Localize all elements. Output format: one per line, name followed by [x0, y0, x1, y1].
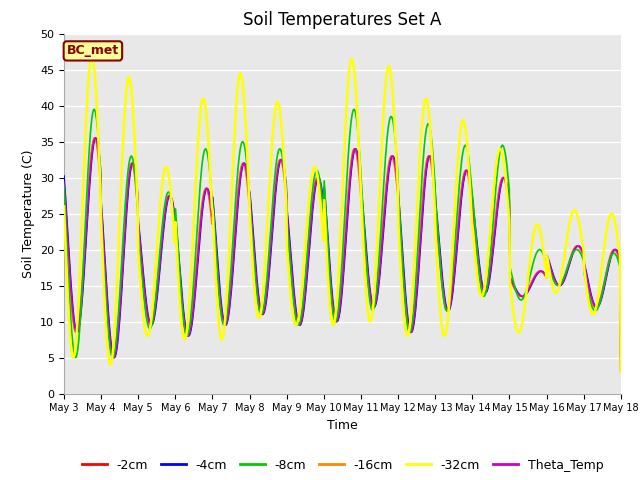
Title: Soil Temperatures Set A: Soil Temperatures Set A	[243, 11, 442, 29]
Y-axis label: Soil Temperature (C): Soil Temperature (C)	[22, 149, 35, 278]
Legend: -2cm, -4cm, -8cm, -16cm, -32cm, Theta_Temp: -2cm, -4cm, -8cm, -16cm, -32cm, Theta_Te…	[77, 454, 608, 477]
X-axis label: Time: Time	[327, 419, 358, 432]
Text: BC_met: BC_met	[67, 44, 119, 58]
